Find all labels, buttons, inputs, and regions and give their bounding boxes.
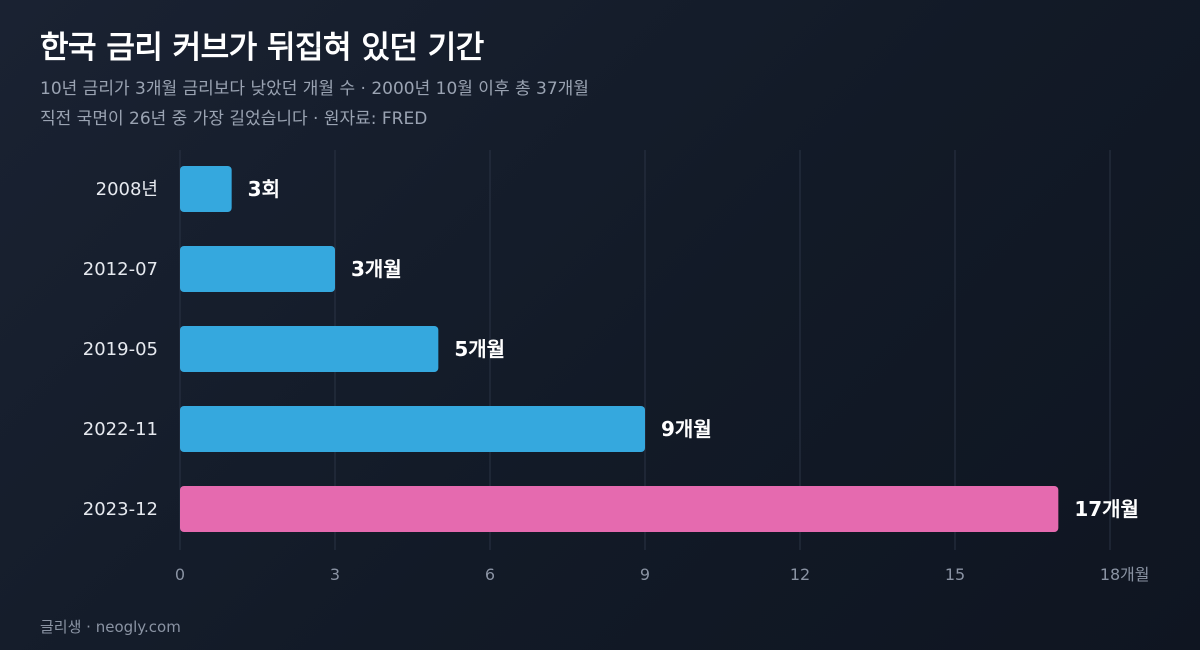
category-label: 2012-07 <box>83 259 158 280</box>
bar <box>180 406 645 452</box>
x-tick-label: 9 <box>640 565 650 584</box>
bar <box>180 246 335 292</box>
subtitle-line-2: 직전 국면이 26년 중 가장 길었습니다 · 원자료: FRED <box>40 109 428 129</box>
value-label: 5개월 <box>454 337 505 361</box>
category-label: 2023-12 <box>83 499 158 520</box>
value-label: 17개월 <box>1074 497 1139 521</box>
bar <box>180 486 1059 532</box>
bar <box>180 326 439 372</box>
category-label: 2022-11 <box>83 419 158 440</box>
subtitle-line-1: 10년 금리가 3개월 금리보다 낮았던 개월 수 · 2000년 10월 이후… <box>40 79 589 99</box>
x-tick-label: 15 <box>945 565 965 584</box>
value-label: 9개월 <box>661 417 712 441</box>
category-label: 2008년 <box>96 179 158 200</box>
value-label: 3회 <box>248 177 280 201</box>
x-tick-label: 0 <box>175 565 185 584</box>
footer-credit: 글리생 · neogly.com <box>40 618 181 636</box>
x-tick-label: 18 <box>1100 565 1120 584</box>
category-label: 2019-05 <box>83 339 158 360</box>
value-label: 3개월 <box>351 257 402 281</box>
page-title: 한국 금리 커브가 뒤집혀 있던 기간 <box>40 30 484 66</box>
bar <box>180 166 232 212</box>
x-axis-unit: 개월 <box>1120 565 1149 584</box>
x-tick-label: 6 <box>485 565 495 584</box>
x-tick-label: 12 <box>790 565 810 584</box>
x-tick-label: 3 <box>330 565 340 584</box>
